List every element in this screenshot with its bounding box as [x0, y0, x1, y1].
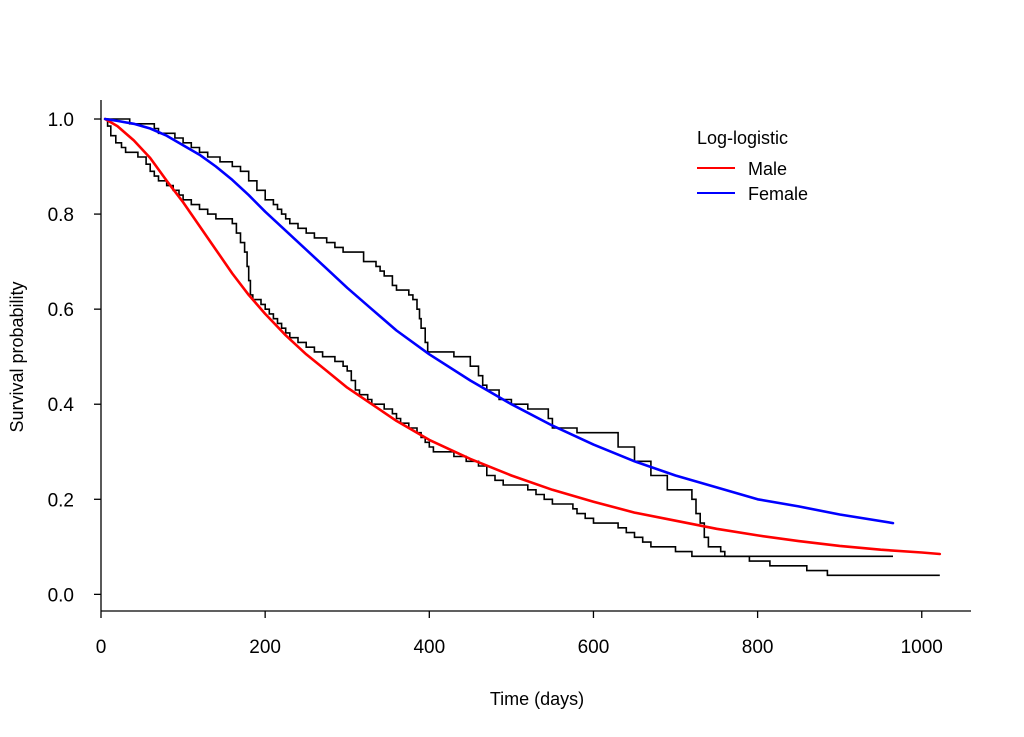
y-tick-label: 0.4: [48, 395, 75, 416]
legend-female-label: Female: [748, 184, 808, 204]
km-step-curve: [105, 118, 940, 577]
y-tick-label: 0.8: [48, 205, 74, 226]
fitted-curve-female: [103, 117, 895, 525]
x-tick-label: 200: [249, 637, 281, 658]
x-tick-label: 0: [96, 637, 107, 658]
x-ticks: 0 200 400 600 800 1000: [96, 611, 943, 658]
y-tick-label: 0.2: [48, 490, 74, 511]
legend: Log-logistic Male Female: [697, 128, 808, 204]
fitted-curve-male: [103, 117, 942, 556]
x-tick-label: 1000: [901, 637, 943, 658]
x-axis-title: Time (days): [490, 689, 584, 709]
y-tick-label: 0.6: [48, 300, 74, 321]
y-tick-label: 0.0: [48, 585, 74, 606]
legend-male-label: Male: [748, 159, 787, 179]
x-tick-label: 800: [742, 637, 774, 658]
km-step-curve: [105, 118, 893, 558]
x-tick-label: 400: [413, 637, 445, 658]
series-layer: [103, 117, 942, 577]
axes: [100, 100, 971, 612]
y-axis-title: Survival probability: [7, 281, 27, 432]
y-ticks: 0.0 0.2 0.4 0.6 0.8 1.0: [48, 110, 101, 606]
legend-title: Log-logistic: [697, 128, 788, 148]
y-tick-label: 1.0: [48, 110, 74, 131]
x-tick-label: 600: [578, 637, 610, 658]
